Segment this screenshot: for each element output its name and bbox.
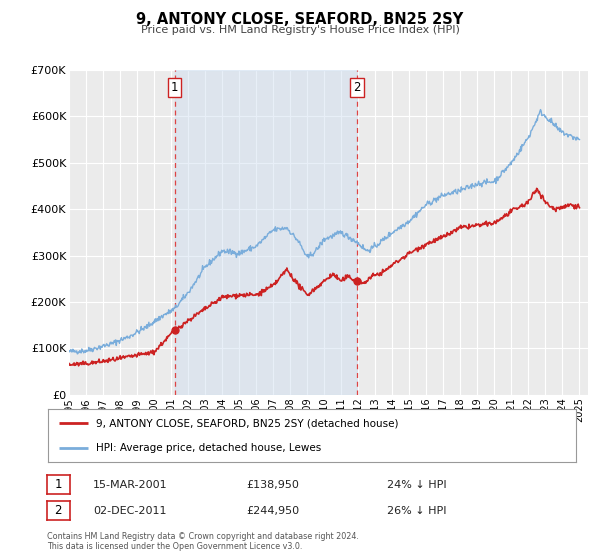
Text: Price paid vs. HM Land Registry's House Price Index (HPI): Price paid vs. HM Land Registry's House … (140, 25, 460, 35)
Text: 15-MAR-2001: 15-MAR-2001 (93, 480, 167, 490)
Text: 02-DEC-2011: 02-DEC-2011 (93, 506, 167, 516)
Text: This data is licensed under the Open Government Licence v3.0.: This data is licensed under the Open Gov… (47, 542, 302, 551)
Point (352, 277, 362, 286)
Text: 1: 1 (55, 478, 62, 492)
Text: 26% ↓ HPI: 26% ↓ HPI (387, 506, 446, 516)
Text: 9, ANTONY CLOSE, SEAFORD, BN25 2SY (detached house): 9, ANTONY CLOSE, SEAFORD, BN25 2SY (deta… (95, 418, 398, 428)
Text: £138,950: £138,950 (246, 480, 299, 490)
Text: 1: 1 (171, 81, 178, 95)
Point (170, 326, 179, 335)
Text: 24% ↓ HPI: 24% ↓ HPI (387, 480, 446, 490)
Text: 9, ANTONY CLOSE, SEAFORD, BN25 2SY: 9, ANTONY CLOSE, SEAFORD, BN25 2SY (136, 12, 464, 27)
Text: £244,950: £244,950 (246, 506, 299, 516)
Text: HPI: Average price, detached house, Lewes: HPI: Average price, detached house, Lewe… (95, 442, 321, 452)
Bar (175, 70, 357, 395)
Text: 2: 2 (55, 504, 62, 517)
Text: Contains HM Land Registry data © Crown copyright and database right 2024.: Contains HM Land Registry data © Crown c… (47, 532, 359, 541)
Text: 2: 2 (353, 81, 361, 95)
